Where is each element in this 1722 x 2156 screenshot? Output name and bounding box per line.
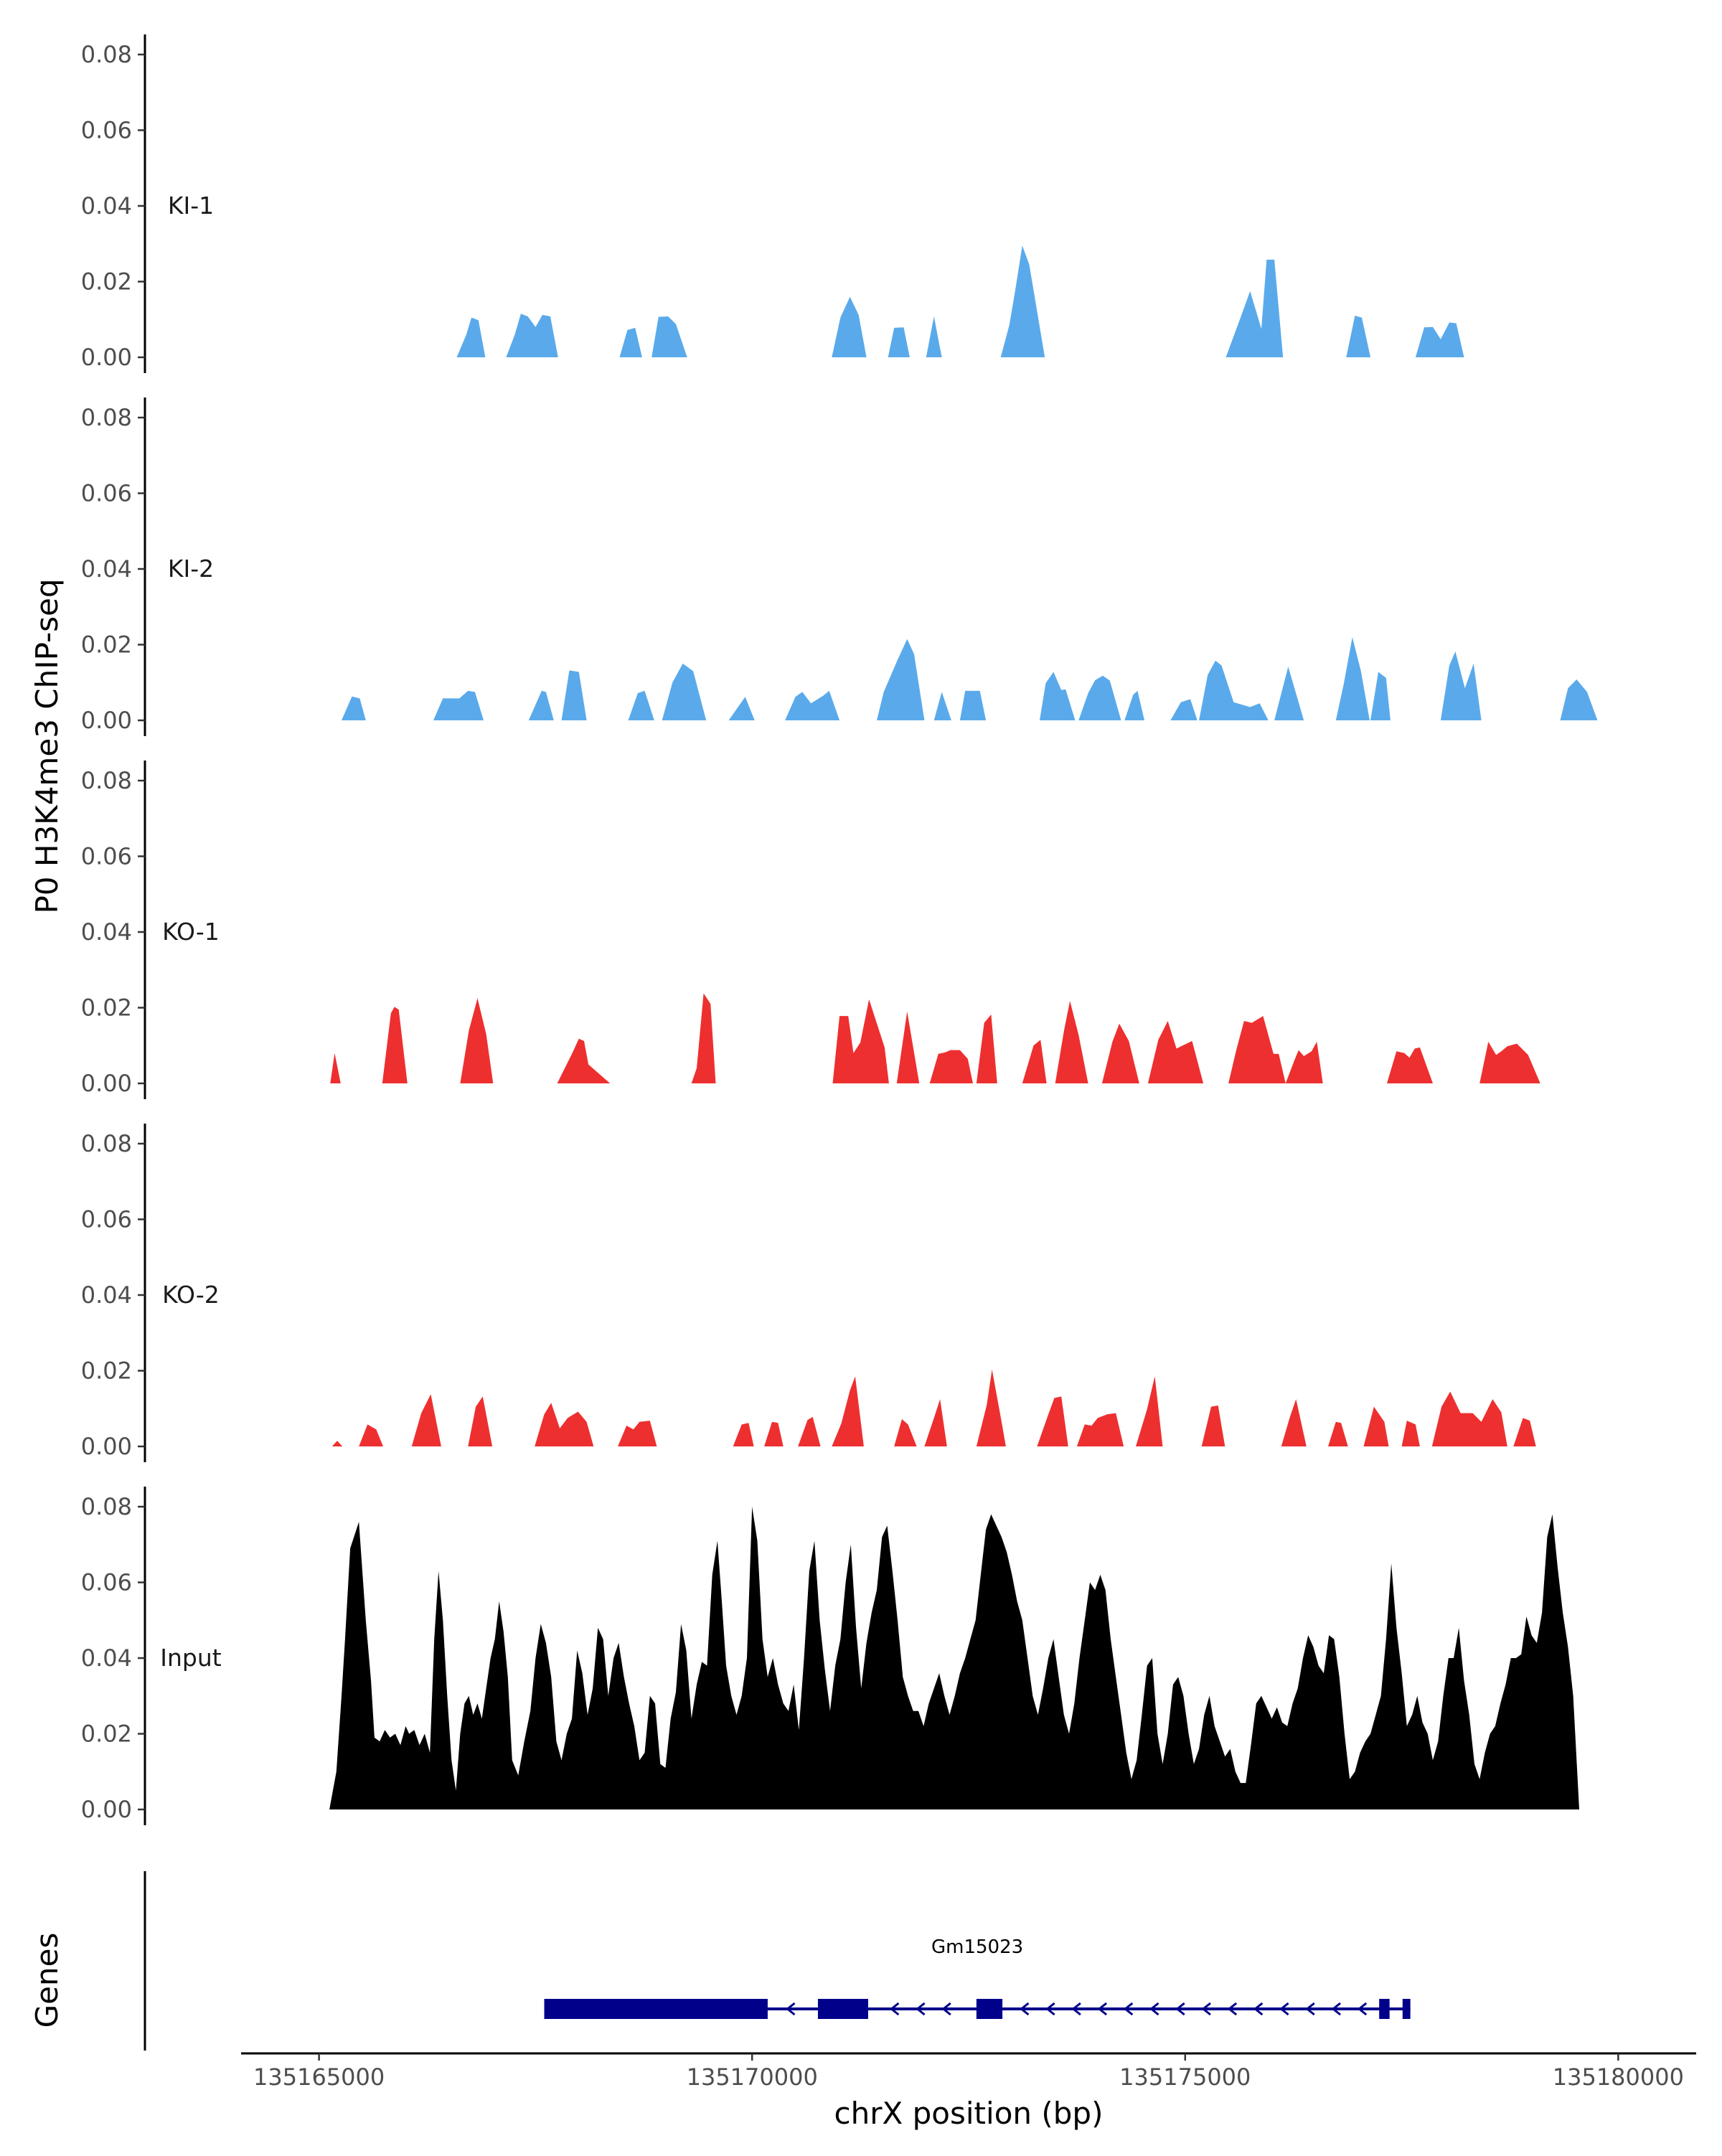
y-tick-label: 0.08 (81, 41, 132, 68)
strand-arrow (916, 2002, 926, 2016)
y-tick-label: 0.06 (81, 1569, 132, 1596)
strand-arrow (1201, 2002, 1211, 2016)
y-tick-label: 0.04 (81, 1281, 132, 1309)
x-axis: 135165000 135170000 135175000 135180000 (241, 2052, 1696, 2091)
gene-track: Gm15023 (144, 1871, 1411, 2051)
track-label-ko-2: KO-2 (162, 1281, 220, 1309)
y-axis-title: P0 H3K4me3 ChIP-seq (29, 578, 65, 913)
y-tick-label: 0.02 (81, 1720, 132, 1748)
x-tick-label: 135175000 (1119, 2063, 1251, 2091)
y-tick-label: 0.06 (81, 117, 132, 144)
tracks-layer: 0.00 0.02 0.04 0.06 0.08 KI-1 0.00 0.02 0.04 0.06… (81, 34, 1598, 1825)
strand-arrow (1123, 2002, 1134, 2016)
y-tick-label: 0.08 (81, 767, 132, 794)
area-ko-1 (330, 993, 1540, 1083)
strand-arrow (1305, 2002, 1315, 2016)
y-tick-label: 0.06 (81, 843, 132, 870)
y-tick-label: 0.08 (81, 404, 132, 431)
gene-exon (1379, 1999, 1390, 2019)
strand-arrow (1020, 2002, 1030, 2016)
y-tick-label: 0.00 (81, 1070, 132, 1097)
y-tick-label: 0.06 (81, 480, 132, 507)
area-ki-2 (342, 637, 1598, 720)
strand-arrow (1253, 2002, 1264, 2016)
strand-arrow (786, 2002, 796, 2016)
y-tick-label: 0.08 (81, 1493, 132, 1520)
y-tick-label: 0.06 (81, 1206, 132, 1233)
strand-arrow (889, 2002, 900, 2016)
gene-exon (817, 1999, 868, 2019)
gene-exon (976, 1999, 1003, 2019)
track-ko-2: 0.00 0.02 0.04 0.06 0.08 KO-2 (81, 1124, 1536, 1462)
track-ki-1: 0.00 0.02 0.04 0.06 0.08 KI-1 (81, 34, 1464, 373)
strand-arrow (1227, 2002, 1238, 2016)
track-input: 0.00 0.02 0.04 0.06 0.08 Input (81, 1487, 1580, 1825)
x-tick-label: 135180000 (1553, 2063, 1684, 2091)
y-tick-label: 0.00 (81, 707, 132, 734)
y-tick-label: 0.00 (81, 344, 132, 371)
track-ko-1: 0.00 0.02 0.04 0.06 0.08 KO-1 (81, 761, 1540, 1099)
track-label-input: Input (160, 1644, 222, 1672)
area-ko-2 (331, 1369, 1536, 1446)
y-tick-label: 0.02 (81, 268, 132, 296)
area-input (329, 1507, 1580, 1809)
strand-arrow (1071, 2002, 1081, 2016)
y-tick-label: 0.04 (81, 918, 132, 946)
strand-arrow (1149, 2002, 1159, 2016)
strand-arrow (1279, 2002, 1289, 2016)
y-tick-label: 0.02 (81, 1357, 132, 1385)
y-tick-label: 0.02 (81, 994, 132, 1022)
y-tick-label: 0.02 (81, 631, 132, 659)
y-tick-label: 0.00 (81, 1796, 132, 1823)
y-tick-label: 0.04 (81, 1644, 132, 1672)
y-tick-label: 0.08 (81, 1130, 132, 1157)
strand-arrow (941, 2002, 951, 2016)
x-axis-title: chrX position (bp) (834, 2096, 1104, 2131)
area-ki-1 (456, 245, 1464, 357)
x-tick-label: 135165000 (253, 2063, 385, 2091)
gene-exon (1402, 1999, 1411, 2019)
y-tick-label: 0.04 (81, 192, 132, 220)
x-tick-label: 135170000 (687, 2063, 818, 2091)
gene-name-label: Gm15023 (931, 1936, 1023, 1958)
genes-track-title: Genes (29, 1933, 65, 2028)
track-ki-2: 0.00 0.02 0.04 0.06 0.08 KI-2 (81, 397, 1598, 736)
strand-arrow (1045, 2002, 1055, 2016)
strand-arrow (1357, 2002, 1368, 2016)
track-label-ki-2: KI-2 (168, 555, 214, 583)
strand-arrow (1331, 2002, 1341, 2016)
gene-exon (544, 1999, 768, 2019)
track-label-ki-1: KI-1 (168, 192, 214, 220)
y-tick-label: 0.04 (81, 555, 132, 583)
strand-arrow (1097, 2002, 1108, 2016)
track-label-ko-1: KO-1 (162, 918, 220, 946)
y-tick-label: 0.00 (81, 1433, 132, 1460)
strand-arrow (1175, 2002, 1185, 2016)
